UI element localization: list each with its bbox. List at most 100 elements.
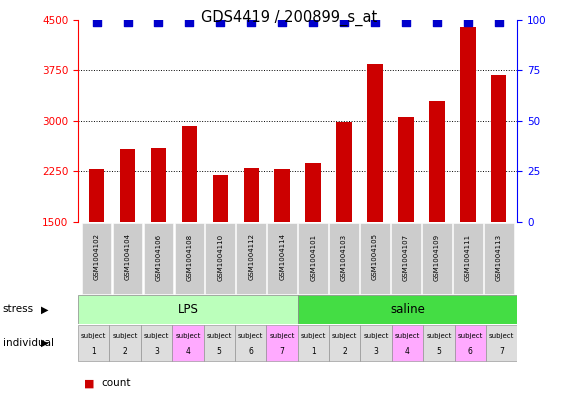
Text: GSM1004108: GSM1004108	[186, 233, 192, 281]
Point	[463, 18, 472, 25]
Text: GDS4419 / 200899_s_at: GDS4419 / 200899_s_at	[201, 10, 377, 26]
Bar	[236, 223, 266, 294]
Text: subject: subject	[112, 333, 138, 339]
Text: GSM1004110: GSM1004110	[217, 233, 223, 281]
Point	[432, 18, 442, 25]
Point	[339, 18, 349, 25]
Text: 1: 1	[311, 347, 316, 356]
Bar	[175, 223, 204, 294]
Point	[247, 18, 256, 25]
Bar	[491, 75, 506, 323]
Bar	[329, 223, 359, 294]
Bar	[266, 325, 298, 361]
Text: subject: subject	[144, 333, 169, 339]
Bar	[329, 325, 361, 361]
Point	[123, 18, 132, 25]
Bar	[275, 169, 290, 323]
Text: subject: subject	[301, 333, 326, 339]
Text: subject: subject	[206, 333, 232, 339]
Text: GSM1004107: GSM1004107	[403, 233, 409, 281]
Bar	[305, 163, 321, 323]
Bar	[151, 148, 166, 323]
Text: ▶: ▶	[42, 305, 49, 314]
Text: subject: subject	[332, 333, 357, 339]
Bar	[143, 223, 173, 294]
Text: subject: subject	[81, 333, 106, 339]
Bar	[360, 223, 390, 294]
Text: subject: subject	[489, 333, 514, 339]
Bar	[203, 325, 235, 361]
Bar	[78, 296, 298, 324]
Bar	[109, 325, 141, 361]
Text: ■: ■	[84, 378, 94, 388]
Text: saline: saline	[390, 303, 425, 316]
Text: GSM1004106: GSM1004106	[155, 233, 161, 281]
Bar	[181, 126, 197, 323]
Text: individual: individual	[3, 338, 54, 348]
Bar	[486, 325, 517, 361]
Text: 2: 2	[123, 347, 128, 356]
Bar	[89, 169, 104, 323]
Bar	[120, 149, 135, 323]
Bar	[423, 325, 454, 361]
Text: 5: 5	[436, 347, 442, 356]
Text: 7: 7	[280, 347, 284, 356]
Text: 3: 3	[154, 347, 159, 356]
Text: GSM1004103: GSM1004103	[341, 233, 347, 281]
Text: 3: 3	[373, 347, 379, 356]
Bar	[235, 325, 266, 361]
Text: 7: 7	[499, 347, 504, 356]
Bar	[484, 223, 514, 294]
Text: 4: 4	[405, 347, 410, 356]
Text: GSM1004114: GSM1004114	[279, 233, 285, 281]
Bar	[243, 168, 259, 323]
Text: subject: subject	[175, 333, 201, 339]
Bar	[367, 64, 383, 323]
Text: subject: subject	[458, 333, 483, 339]
Point	[370, 18, 380, 25]
Text: 6: 6	[248, 347, 253, 356]
Text: LPS: LPS	[177, 303, 198, 316]
Bar	[213, 175, 228, 323]
Point	[92, 18, 101, 25]
Bar	[172, 325, 203, 361]
Text: GSM1004101: GSM1004101	[310, 233, 316, 281]
Point	[494, 18, 503, 25]
Text: subject: subject	[269, 333, 295, 339]
Text: subject: subject	[364, 333, 389, 339]
Bar	[298, 325, 329, 361]
Text: GSM1004113: GSM1004113	[496, 233, 502, 281]
Text: GSM1004102: GSM1004102	[94, 233, 99, 281]
Text: GSM1004109: GSM1004109	[434, 233, 440, 281]
Bar	[113, 223, 142, 294]
Point	[154, 18, 163, 25]
Text: stress: stress	[3, 305, 34, 314]
Text: GSM1004105: GSM1004105	[372, 233, 378, 281]
Point	[309, 18, 318, 25]
Bar	[336, 122, 352, 323]
Bar	[298, 296, 517, 324]
Text: subject: subject	[395, 333, 420, 339]
Text: 1: 1	[91, 347, 96, 356]
Point	[185, 18, 194, 25]
Bar	[81, 223, 112, 294]
Bar	[422, 223, 452, 294]
Bar	[398, 117, 414, 323]
Bar	[460, 27, 476, 323]
Bar	[268, 223, 297, 294]
Text: subject: subject	[238, 333, 264, 339]
Text: ▶: ▶	[42, 338, 49, 348]
Bar	[453, 223, 483, 294]
Bar	[392, 325, 423, 361]
Text: GSM1004111: GSM1004111	[465, 233, 471, 281]
Bar	[78, 325, 109, 361]
Bar	[429, 101, 444, 323]
Bar	[298, 223, 328, 294]
Bar	[391, 223, 421, 294]
Point	[277, 18, 287, 25]
Text: subject: subject	[426, 333, 451, 339]
Text: GSM1004104: GSM1004104	[124, 233, 131, 281]
Point	[216, 18, 225, 25]
Bar	[141, 325, 172, 361]
Bar	[206, 223, 235, 294]
